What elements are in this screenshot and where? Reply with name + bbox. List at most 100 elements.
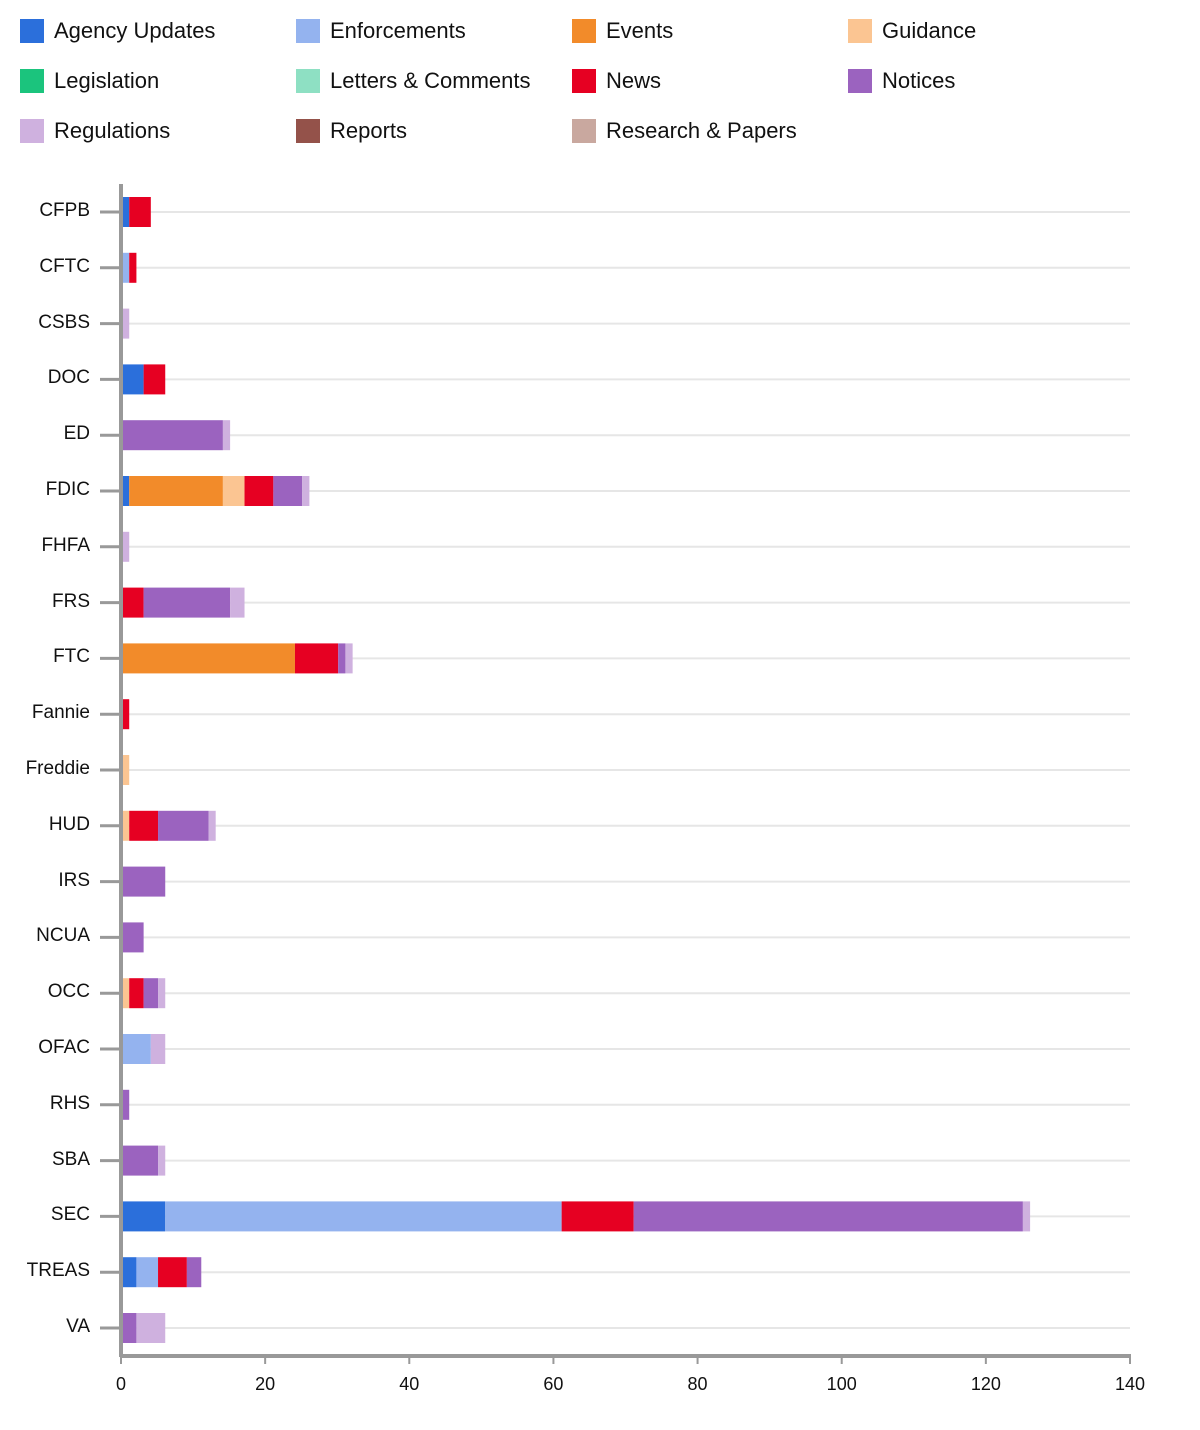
bar-segment[interactable] — [186, 1257, 202, 1288]
legend-label: Research & Papers — [606, 118, 797, 143]
bar-segment[interactable] — [150, 1034, 166, 1064]
bar-segment[interactable] — [338, 643, 346, 674]
legend-label: News — [606, 68, 662, 93]
bar-segment[interactable] — [129, 810, 159, 841]
x-tick-label: 0 — [115, 1374, 127, 1394]
bar-segment[interactable] — [294, 643, 339, 674]
category-label: Freddie — [25, 758, 90, 779]
legend-label: Legislation — [54, 68, 160, 93]
legend-item[interactable]: Enforcements — [296, 18, 466, 44]
bar-segment[interactable] — [143, 364, 166, 395]
bar-segment[interactable] — [129, 197, 151, 227]
legend-item[interactable]: Letters & Comments — [296, 68, 531, 94]
legend-label: Events — [606, 18, 674, 43]
category-label: OFAC — [38, 1037, 90, 1058]
bar-segment[interactable] — [122, 1034, 151, 1064]
bar-segment[interactable] — [222, 476, 245, 506]
legend-item[interactable]: Notices — [848, 68, 955, 94]
category-label: HUD — [48, 813, 90, 835]
category-label: NCUA — [36, 925, 90, 947]
bar-segment[interactable] — [122, 252, 130, 283]
bar-segment[interactable] — [273, 476, 303, 506]
bar-segment[interactable] — [122, 699, 130, 730]
legend-swatch — [572, 69, 596, 93]
bar-segment[interactable] — [143, 978, 159, 1009]
category-label: TREAS — [26, 1260, 90, 1282]
bar-segment[interactable] — [136, 1257, 159, 1288]
bar-segment[interactable] — [129, 476, 223, 506]
bar-segment[interactable] — [122, 531, 130, 562]
bar-segment[interactable] — [122, 922, 144, 953]
x-tick-label: 20 — [255, 1374, 276, 1394]
legend-item[interactable]: Guidance — [848, 18, 976, 44]
legend-item[interactable]: News — [572, 68, 661, 94]
x-tick-label: 100 — [826, 1374, 857, 1394]
x-tick-label: 80 — [687, 1374, 708, 1394]
category-label: OCC — [47, 981, 90, 1003]
category-label: CFTC — [39, 255, 90, 277]
category-label: FTC — [53, 646, 90, 668]
category-label: ED — [63, 423, 90, 445]
legend-swatch — [572, 19, 596, 43]
x-tick-label: 120 — [970, 1374, 1001, 1394]
legend-item[interactable]: Events — [572, 18, 673, 44]
legend-item[interactable]: Research & Papers — [572, 118, 797, 144]
legend-swatch — [572, 119, 596, 143]
bar-segment[interactable] — [143, 587, 231, 618]
bar-segment[interactable] — [122, 1257, 137, 1288]
bar-segment[interactable] — [122, 755, 130, 785]
bar-segment[interactable] — [158, 978, 166, 1009]
legend-swatch — [296, 19, 320, 43]
bar-segment[interactable] — [122, 476, 130, 506]
bar-segment[interactable] — [208, 810, 216, 841]
bar-segment[interactable] — [129, 252, 137, 283]
bar-segment[interactable] — [244, 476, 274, 506]
bar-segment[interactable] — [136, 1313, 166, 1343]
category-label: CSBS — [38, 311, 90, 333]
bar-segment[interactable] — [122, 643, 295, 674]
bar-segment[interactable] — [122, 1313, 137, 1343]
legend-item[interactable]: Regulations — [20, 118, 170, 144]
bar-segment[interactable] — [158, 1145, 166, 1176]
legend-swatch — [20, 119, 44, 143]
legend-label: Enforcements — [330, 18, 466, 43]
category-label: FRS — [52, 590, 90, 612]
bar-segment[interactable] — [122, 1145, 159, 1176]
bar-segment[interactable] — [122, 197, 130, 227]
legend-swatch — [296, 69, 320, 93]
category-label: RHS — [49, 1092, 90, 1114]
legend-label: Letters & Comments — [330, 68, 531, 93]
bar-segment[interactable] — [1022, 1201, 1031, 1232]
bar-segment[interactable] — [561, 1201, 634, 1232]
bar-segment[interactable] — [633, 1201, 1023, 1232]
bar-segment[interactable] — [122, 810, 130, 841]
legend-swatch — [20, 69, 44, 93]
bar-segment[interactable] — [158, 810, 209, 841]
bar-segment[interactable] — [129, 978, 144, 1009]
category-label: FDIC — [45, 479, 90, 500]
category-label: IRS — [58, 869, 90, 891]
bar-segment[interactable] — [158, 1257, 187, 1288]
legend-item[interactable]: Agency Updates — [20, 18, 215, 44]
bar-segment[interactable] — [230, 587, 245, 618]
bar-segment[interactable] — [122, 978, 130, 1009]
legend-item[interactable]: Reports — [296, 118, 407, 144]
bar-segment[interactable] — [165, 1201, 562, 1232]
bar-segment[interactable] — [122, 587, 144, 618]
category-label: DOC — [47, 367, 90, 389]
legend-item[interactable]: Legislation — [20, 68, 159, 94]
legend-label: Reports — [330, 118, 408, 143]
bar-segment[interactable] — [302, 476, 310, 506]
category-label: SBA — [51, 1148, 90, 1170]
bar-segment[interactable] — [222, 420, 231, 451]
category-label: CFPB — [39, 200, 90, 221]
bar-segment[interactable] — [122, 866, 166, 897]
bar-segment[interactable] — [122, 1089, 130, 1120]
bar-segment[interactable] — [122, 364, 144, 395]
bar-segment[interactable] — [122, 420, 223, 451]
bar-segment[interactable] — [122, 1201, 166, 1232]
bar-segment[interactable] — [122, 308, 130, 339]
bar-segment[interactable] — [345, 643, 353, 674]
